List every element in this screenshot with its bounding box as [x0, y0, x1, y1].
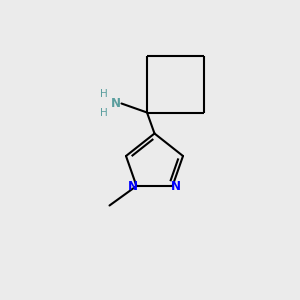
Text: H: H	[100, 89, 107, 100]
Text: N: N	[128, 179, 138, 193]
Text: N: N	[110, 97, 121, 110]
Text: N: N	[171, 179, 181, 193]
Text: H: H	[100, 107, 107, 118]
